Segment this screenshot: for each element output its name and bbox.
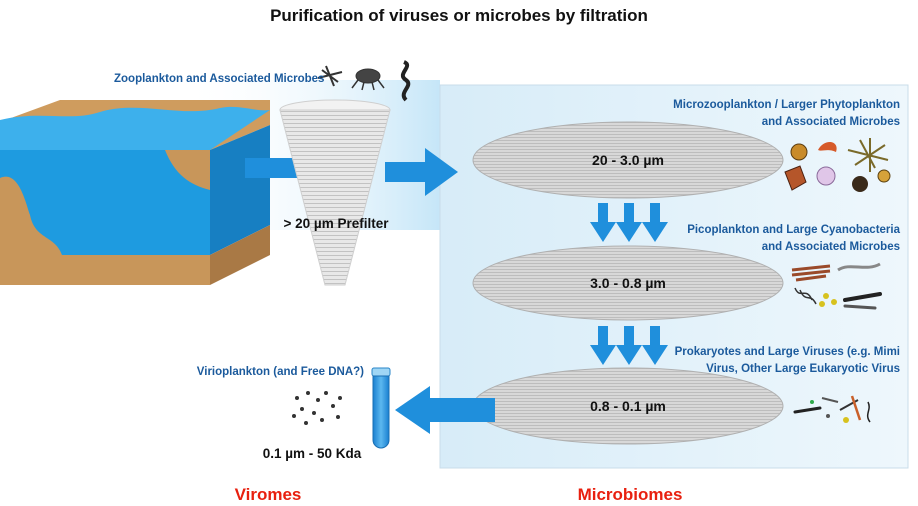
filter-1-label-line1: Microzooplankton / Larger Phytoplankton xyxy=(673,99,900,111)
filter-2-label-line2: and Associated Microbes xyxy=(762,241,900,253)
filter-1-label-line2: and Associated Microbes xyxy=(762,116,900,128)
microbiomes-label: Microbiomes xyxy=(578,485,683,504)
prefilter-cone xyxy=(279,99,391,286)
filter-3-size: 0.8 - 0.1 µm xyxy=(590,398,666,414)
zooplankton-icons xyxy=(317,60,411,102)
filter-1-size: 20 - 3.0 µm xyxy=(592,152,664,168)
prokaryote-icons xyxy=(793,395,871,423)
filter-disc-1 xyxy=(472,121,784,199)
page-title: Purification of viruses or microbes by f… xyxy=(270,6,648,25)
flow-arrows-down-2 xyxy=(590,326,668,365)
virome-tube xyxy=(371,367,391,449)
picoplankton-icons xyxy=(791,262,882,310)
virome-size-label: 0.1 µm - 50 Kda xyxy=(263,446,362,461)
flow-arrows-down-1 xyxy=(590,203,668,242)
prefilter-label: > 20 µm Prefilter xyxy=(284,216,390,231)
zooplankton-label: Zooplankton and Associated Microbes xyxy=(114,73,324,85)
filter-3-label-line2: Virus, Other Large Eukaryotic Virus xyxy=(706,363,900,375)
flow-arrow-to-virome-tube xyxy=(395,386,495,434)
filter-disc-2 xyxy=(472,245,784,321)
virus-particles xyxy=(292,391,342,425)
flow-arrow-to-filter-1 xyxy=(385,148,458,196)
filter-3-label-line1: Prokaryotes and Large Viruses (e.g. Mimi xyxy=(675,346,900,358)
microzooplankton-icons xyxy=(784,138,891,192)
viromes-label: Viromes xyxy=(235,485,302,504)
water-body xyxy=(0,100,270,285)
filter-2-label-line1: Picoplankton and Large Cyanobacteria xyxy=(687,224,900,236)
virioplankton-label: Virioplankton (and Free DNA?) xyxy=(197,366,364,378)
filter-2-size: 3.0 - 0.8 µm xyxy=(590,275,666,291)
